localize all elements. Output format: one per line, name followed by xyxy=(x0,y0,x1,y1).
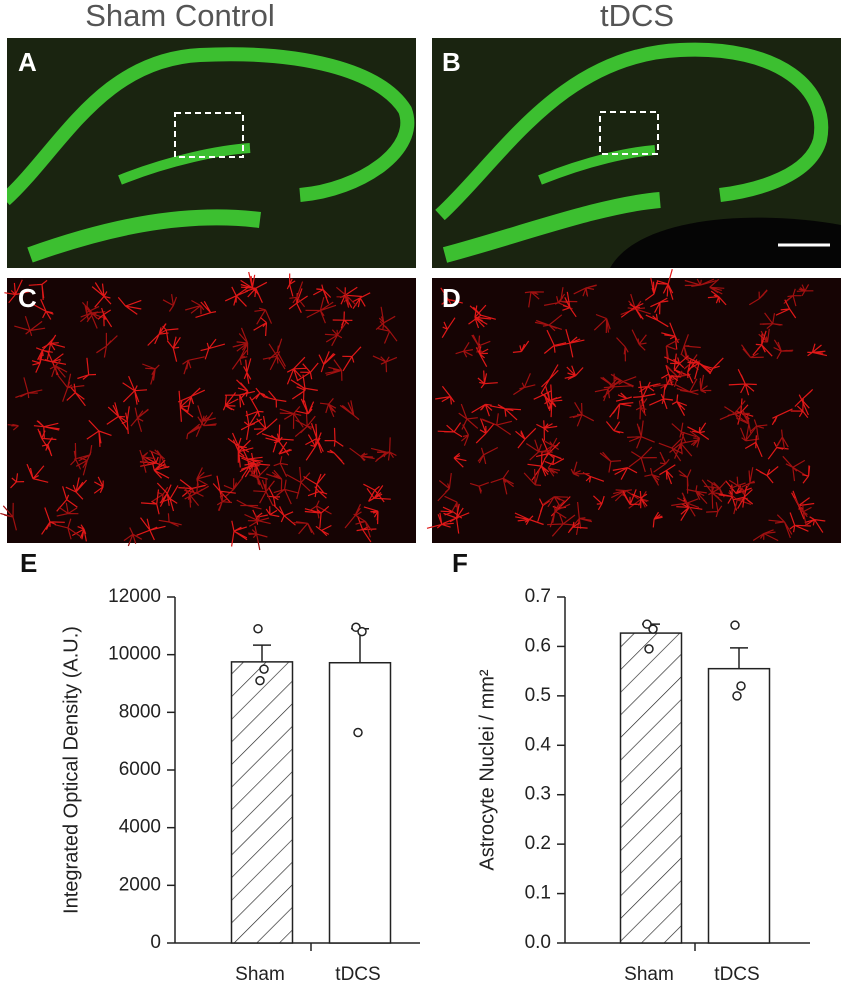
column-title: Sham Control xyxy=(85,0,275,33)
data-point xyxy=(253,623,263,634)
y-tick-label: 0.1 xyxy=(525,883,551,904)
data-point xyxy=(732,691,742,701)
panel-label: B xyxy=(442,47,461,77)
data-point xyxy=(642,619,652,629)
data-point xyxy=(255,675,265,686)
x-tick-label: Sham xyxy=(624,964,674,985)
micrograph xyxy=(432,38,841,268)
panel-letter: F xyxy=(452,548,468,578)
panel-label: C xyxy=(18,283,37,313)
bar xyxy=(619,632,683,944)
data-point xyxy=(644,644,654,654)
y-tick-label: 0.4 xyxy=(525,734,552,755)
x-tick-label: tDCS xyxy=(335,964,380,985)
y-tick-label: 0.5 xyxy=(525,685,551,706)
column-title: tDCS xyxy=(600,0,674,33)
astrocytes xyxy=(0,269,828,551)
x-tick-label: tDCS xyxy=(714,964,759,985)
y-tick-label: 6000 xyxy=(119,759,161,780)
data-point xyxy=(730,620,740,630)
bar xyxy=(230,661,294,944)
y-tick-label: 0.3 xyxy=(525,784,551,805)
y-tick-label: 0.2 xyxy=(525,833,551,854)
x-tick-label: Sham xyxy=(235,964,285,985)
y-tick-label: 0.7 xyxy=(525,586,551,607)
y-tick-label: 4000 xyxy=(119,817,161,838)
micrograph xyxy=(7,38,416,268)
bar xyxy=(707,667,771,944)
y-axis-label: Astrocyte Nuclei / mm² xyxy=(476,669,498,870)
panel-letter: E xyxy=(20,548,37,578)
y-tick-label: 0.6 xyxy=(525,635,551,656)
y-tick-label: 10000 xyxy=(108,644,161,665)
y-tick-label: 0.0 xyxy=(525,932,551,953)
bar xyxy=(328,661,392,944)
panel-label: D xyxy=(442,283,461,313)
y-tick-label: 12000 xyxy=(108,586,161,607)
micrograph xyxy=(7,278,416,543)
data-point xyxy=(259,664,269,674)
data-point xyxy=(357,626,367,637)
data-point xyxy=(648,624,658,634)
y-tick-label: 0 xyxy=(150,932,161,953)
data-point xyxy=(353,727,363,738)
y-tick-label: 2000 xyxy=(119,874,161,895)
panel-label: A xyxy=(18,47,37,77)
y-tick-label: 8000 xyxy=(119,701,161,722)
data-point xyxy=(736,681,746,691)
y-axis-label: Integrated Optical Density (A.U.) xyxy=(60,626,82,914)
